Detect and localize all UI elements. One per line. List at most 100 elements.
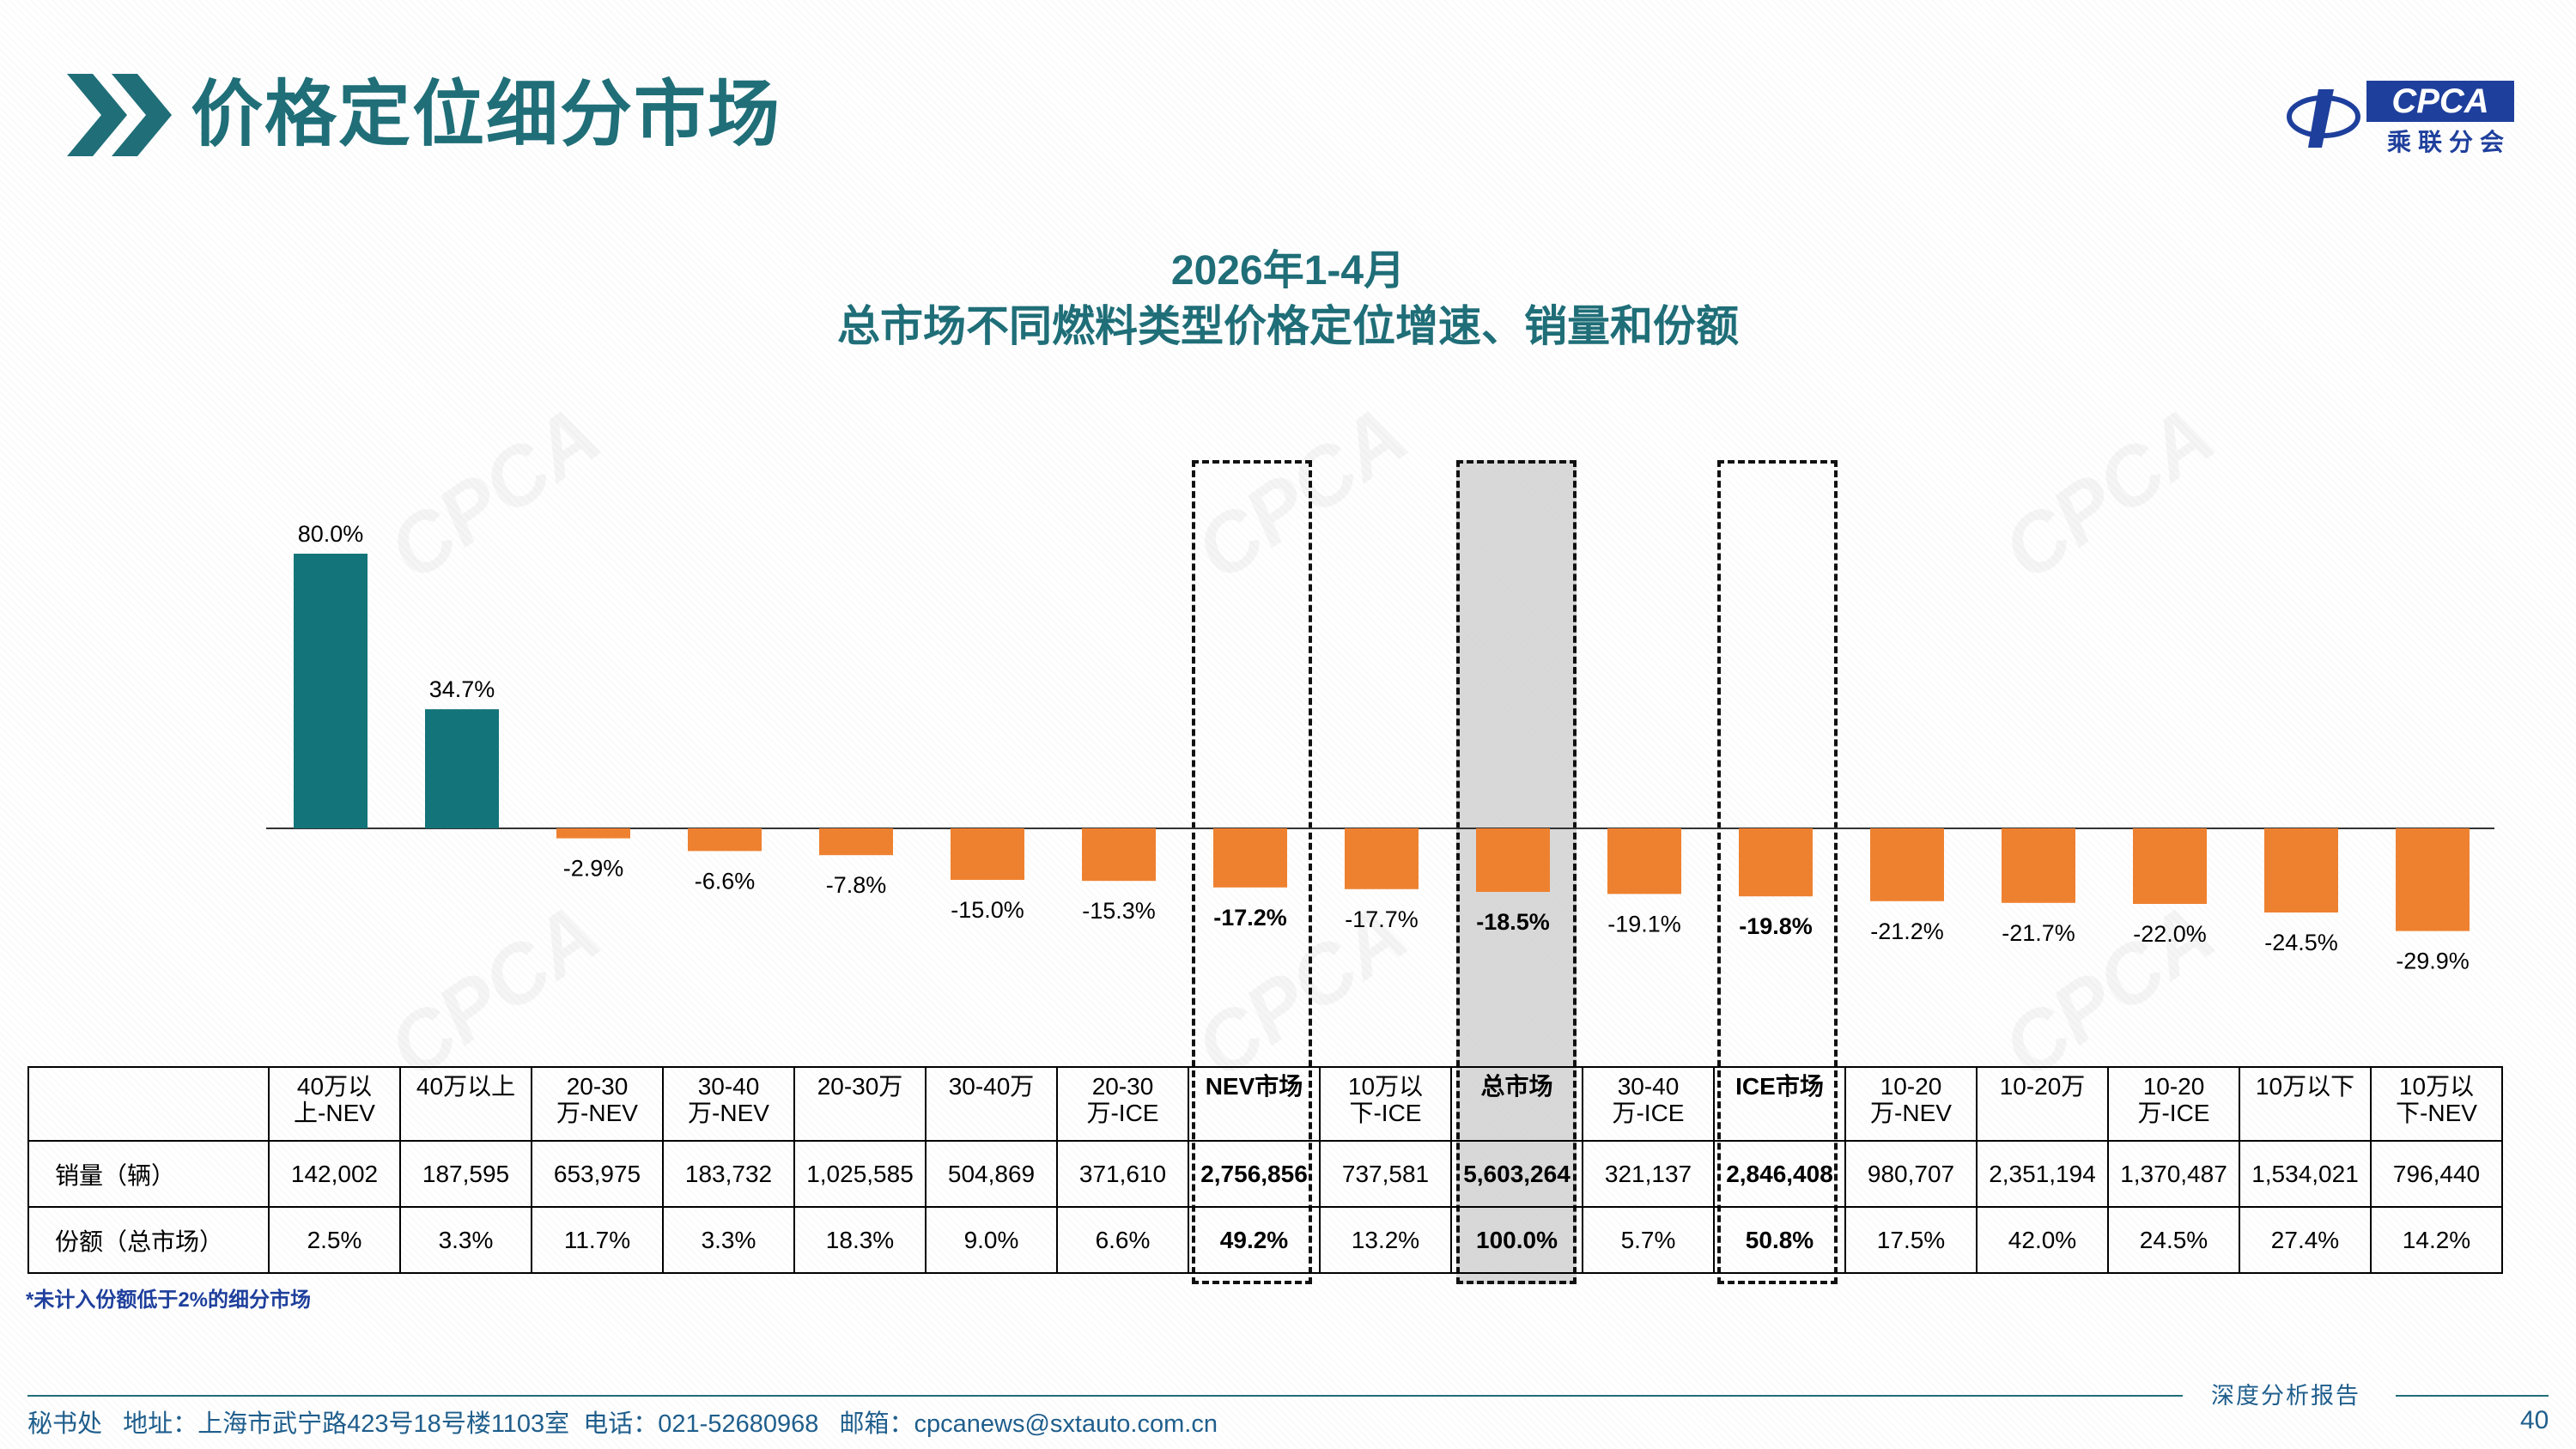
data-label: -7.8% — [826, 872, 887, 898]
page-number: 40 — [2520, 1406, 2549, 1434]
table-cell: 183,732 — [662, 1140, 795, 1208]
table-cell: 18.3% — [793, 1206, 927, 1274]
table-header-cell: 20-30 万-ICE — [1056, 1066, 1189, 1142]
table-header-cell: 30-40 万-ICE — [1582, 1066, 1715, 1142]
table-cell: 653,975 — [531, 1140, 664, 1208]
table-header-row: 40万以 上-NEV 40万以上 20-30 万-NEV 30-40 万-NEV 20-30万… — [27, 1066, 2503, 1142]
table-cell: 2,351,194 — [1976, 1140, 2109, 1208]
page-title: 价格定位细分市场 — [191, 74, 782, 155]
data-label: -15.3% — [1082, 898, 1156, 924]
data-label: -6.6% — [695, 868, 756, 894]
data-label: -17.2% — [1213, 905, 1287, 931]
table-cell: 3.3% — [399, 1206, 532, 1274]
highlight-ice-market — [1717, 460, 1838, 1284]
data-label: -19.1% — [1607, 911, 1681, 937]
data-label: -22.0% — [2133, 921, 2207, 947]
data-label: -21.2% — [1870, 919, 1944, 944]
bar — [1345, 828, 1419, 889]
table-cell: 737,581 — [1319, 1140, 1452, 1208]
table-cell: 2,756,856 — [1188, 1140, 1321, 1208]
table-cell: 796,440 — [2370, 1140, 2503, 1208]
bar — [1607, 828, 1681, 894]
bar — [425, 709, 499, 828]
bar-chart: 80.0% 34.7% -2.9% -6.6% -7.8% -15.0% -15.3% -17… — [266, 521, 2494, 974]
table-header-cell: 40万以 上-NEV — [268, 1066, 401, 1142]
table-header-cell: 40万以上 — [399, 1066, 532, 1142]
footnote: *未计入份额低于2%的细分市场 — [26, 1288, 312, 1312]
data-label: -15.0% — [951, 897, 1024, 923]
table-header-cell: 10-20万 — [1976, 1066, 2109, 1142]
data-label: 34.7% — [429, 676, 495, 702]
data-label: -29.9% — [2396, 949, 2470, 974]
table-cell: 980,707 — [1844, 1140, 1978, 1208]
table-header-cell: 20-30 万-NEV — [531, 1066, 664, 1142]
table-header-cell: NEV市场 — [1188, 1066, 1321, 1142]
footer-tag: 深度分析报告 — [2211, 1383, 2360, 1410]
table-cell: 1,025,585 — [793, 1140, 927, 1208]
bar — [819, 828, 893, 856]
logo-subtitle: 乘联分会 — [2387, 129, 2512, 155]
bar — [556, 828, 630, 839]
bar — [1739, 828, 1813, 897]
table-header-cell: 总市场 — [1450, 1066, 1583, 1142]
data-label: 80.0% — [298, 521, 364, 547]
bar — [1476, 828, 1550, 892]
table-header-cell: 10万以下 — [2239, 1066, 2372, 1142]
bar — [2396, 828, 2470, 931]
bar — [294, 554, 368, 828]
table-cell: 11.7% — [531, 1206, 664, 1274]
table-header-cell: 30-40万 — [925, 1066, 1058, 1142]
data-label: -18.5% — [1476, 909, 1550, 935]
highlight-nev-market — [1192, 460, 1312, 1284]
chart-title: 总市场不同燃料类型价格定位增速、销量和份额 — [837, 302, 1739, 350]
table-cell: 2.5% — [268, 1206, 401, 1274]
table-row-label: 份额（总市场） — [27, 1206, 270, 1274]
table-cell: 3.3% — [662, 1206, 795, 1274]
footer-contact: 秘书处 地址：上海市武宁路423号18号楼1103室 电话：021-526809… — [27, 1410, 1218, 1438]
data-label: -17.7% — [1345, 906, 1419, 932]
table-cell: 504,869 — [925, 1140, 1058, 1208]
table-cell: 14.2% — [2370, 1206, 2503, 1274]
chevron-arrows-icon — [67, 74, 172, 156]
table-cell: 371,610 — [1056, 1140, 1189, 1208]
table-header-cell: 10万以 下-ICE — [1319, 1066, 1452, 1142]
table-header-cell: 10万以 下-NEV — [2370, 1066, 2503, 1142]
table-header-cell: 20-30万 — [793, 1066, 927, 1142]
bar — [1870, 828, 1944, 901]
bar — [1082, 828, 1156, 882]
table-cell: 1,534,021 — [2239, 1140, 2372, 1208]
table-cell: 1,370,487 — [2107, 1140, 2240, 1208]
table-header-cell: ICE市场 — [1713, 1066, 1846, 1142]
table-cell: 2,846,408 — [1713, 1140, 1846, 1208]
bar — [2133, 828, 2207, 904]
table-header-cell: 10-20 万-NEV — [1844, 1066, 1978, 1142]
footer-divider — [27, 1395, 2183, 1397]
bar — [951, 828, 1024, 880]
chart-title-period: 2026年1-4月 — [1170, 248, 1406, 294]
data-label: -24.5% — [2264, 930, 2338, 955]
bar — [688, 828, 762, 852]
table-cell: 9.0% — [925, 1206, 1058, 1274]
table-cell: 24.5% — [2107, 1206, 2240, 1274]
table-cell: 13.2% — [1319, 1206, 1452, 1274]
bar — [1213, 828, 1287, 888]
bar — [2264, 828, 2338, 912]
table-cell: 6.6% — [1056, 1206, 1189, 1274]
bar — [2002, 828, 2075, 903]
table-row: 份额（总市场） 2.5% 3.3% 11.7% 3.3% 18.3% 9.0% 6.6% 49.… — [27, 1206, 2503, 1274]
data-label: -21.7% — [2002, 920, 2075, 946]
data-label: -2.9% — [563, 856, 624, 882]
table-cell: 5,603,264 — [1450, 1140, 1583, 1208]
logo-mark: CPCA — [2366, 81, 2514, 122]
cpca-emblem-icon — [2287, 89, 2360, 148]
table-header-cell: 10-20 万-ICE — [2107, 1066, 2240, 1142]
cpca-logo: CPCA 乘联分会 — [2284, 79, 2542, 156]
table-cell: 50.8% — [1713, 1206, 1846, 1274]
table-cell: 100.0% — [1450, 1206, 1583, 1274]
table-cell: 5.7% — [1582, 1206, 1715, 1274]
table-cell: 142,002 — [268, 1140, 401, 1208]
table-cell: 187,595 — [399, 1140, 532, 1208]
table-cell: 17.5% — [1844, 1206, 1978, 1274]
table-corner-cell — [27, 1066, 270, 1142]
table-cell: 42.0% — [1976, 1206, 2109, 1274]
